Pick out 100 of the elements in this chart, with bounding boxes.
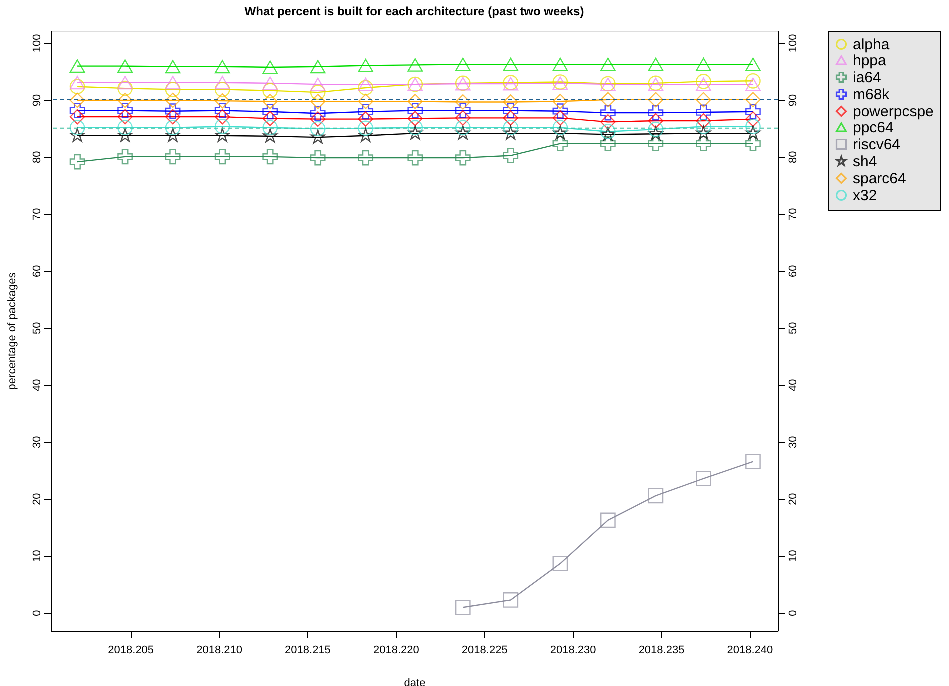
point xyxy=(358,120,374,136)
legend-label: ia64 xyxy=(853,70,882,86)
point xyxy=(746,119,761,134)
point xyxy=(214,119,230,134)
point xyxy=(262,149,278,165)
point xyxy=(118,149,133,165)
point xyxy=(600,512,616,528)
point xyxy=(746,454,761,470)
legend-label: ppc64 xyxy=(853,120,894,136)
point xyxy=(552,110,568,126)
point xyxy=(648,113,664,129)
point xyxy=(310,150,326,166)
point xyxy=(408,94,424,110)
point xyxy=(310,84,326,100)
y2-tick-label: 30 xyxy=(788,436,800,448)
point xyxy=(746,104,761,120)
point xyxy=(118,92,133,108)
y2-tick-label: 70 xyxy=(788,208,800,221)
point xyxy=(553,126,568,140)
point xyxy=(70,109,86,125)
y2-tick-label: 90 xyxy=(788,94,800,107)
point xyxy=(455,103,471,118)
point xyxy=(552,120,568,136)
point xyxy=(456,126,470,140)
point xyxy=(118,80,133,96)
point xyxy=(165,92,181,108)
point xyxy=(165,104,181,120)
legend-label: m68k xyxy=(853,86,890,104)
legend-label: alpha xyxy=(853,36,890,54)
point xyxy=(600,92,616,108)
point xyxy=(408,150,424,166)
point xyxy=(262,60,278,74)
y2-tick-label: 40 xyxy=(788,379,800,392)
x-tick-label: 2018.240 xyxy=(727,644,774,656)
y2-tick-label: 20 xyxy=(788,493,800,506)
point xyxy=(214,76,230,90)
y2-tick-label: 0 xyxy=(788,610,800,616)
point xyxy=(358,150,374,166)
point xyxy=(503,103,519,118)
y-tick-label: 10 xyxy=(32,550,44,562)
point xyxy=(503,58,519,72)
point xyxy=(262,83,278,98)
y-tick-label: 20 xyxy=(32,493,44,506)
point xyxy=(358,104,374,120)
point xyxy=(262,76,278,90)
point xyxy=(455,150,471,166)
y2-tick-label: 50 xyxy=(788,322,800,334)
point xyxy=(696,136,712,152)
point xyxy=(696,126,712,140)
point xyxy=(648,92,664,108)
point xyxy=(552,104,568,120)
legend-label: sh4 xyxy=(853,154,878,170)
point xyxy=(70,79,86,94)
point xyxy=(600,105,616,121)
point xyxy=(503,148,519,164)
point xyxy=(166,128,180,142)
point xyxy=(696,78,712,92)
point xyxy=(746,73,761,89)
point xyxy=(746,92,761,108)
point xyxy=(552,94,568,110)
point xyxy=(504,126,518,140)
point xyxy=(696,92,712,108)
point xyxy=(503,94,519,110)
point xyxy=(214,60,230,74)
x-tick-label: 2018.210 xyxy=(196,644,242,656)
point xyxy=(358,128,374,142)
y-tick-label: 100 xyxy=(32,34,44,53)
chart-title: What percent is built for each architecture (past two weeks) xyxy=(244,4,584,18)
point xyxy=(118,120,133,136)
point xyxy=(165,120,181,136)
y2-tick-label: 60 xyxy=(788,265,800,278)
point xyxy=(455,58,471,72)
point xyxy=(70,60,86,74)
point xyxy=(696,471,712,487)
point xyxy=(455,120,471,136)
point xyxy=(600,58,616,72)
point xyxy=(310,121,326,137)
point xyxy=(552,58,568,72)
point xyxy=(70,92,86,108)
point xyxy=(310,112,326,127)
point xyxy=(165,109,181,125)
point xyxy=(118,109,133,125)
point xyxy=(600,136,616,152)
legend-label: x32 xyxy=(853,188,878,204)
y2-tick-label: 100 xyxy=(788,34,800,53)
point xyxy=(310,106,326,122)
x-tick-label: 2018.215 xyxy=(285,644,331,656)
point xyxy=(215,128,230,142)
point xyxy=(648,488,664,504)
y-tick-label: 0 xyxy=(32,610,44,616)
point xyxy=(746,58,761,72)
point xyxy=(310,130,326,144)
point xyxy=(165,82,181,98)
point xyxy=(165,60,181,74)
point xyxy=(214,109,230,125)
point xyxy=(118,103,133,118)
point xyxy=(696,74,712,90)
y-tick-label: 30 xyxy=(32,436,44,448)
point xyxy=(503,110,519,126)
x-tick-label: 2018.230 xyxy=(550,644,596,656)
